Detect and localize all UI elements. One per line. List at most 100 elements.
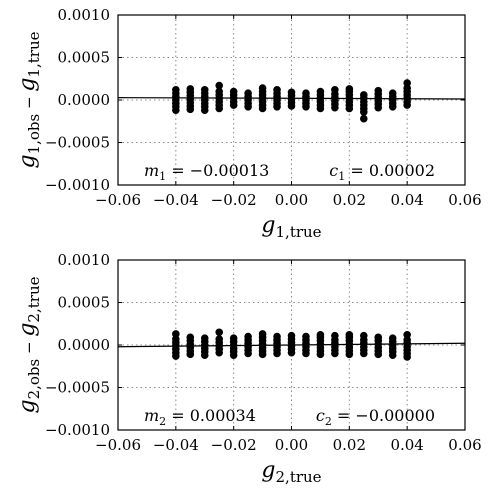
- x-tick-label: −0.06: [95, 436, 141, 454]
- x-axis-label: g1,true: [261, 213, 321, 241]
- data-point: [186, 333, 195, 342]
- x-axis-label-sub: 1,true: [276, 223, 322, 241]
- slope-symbol: m: [144, 406, 159, 425]
- data-point: [374, 86, 383, 95]
- y-tick-label: 0.0010: [58, 6, 111, 24]
- y-tick-label: 0.0000: [58, 91, 111, 109]
- y-axis-label-base2: g: [15, 323, 40, 337]
- y-axis-label-sub1: 1,obs: [25, 114, 43, 155]
- y-axis-label-minus: −: [20, 92, 38, 114]
- data-point: [200, 86, 209, 94]
- data-point: [273, 332, 281, 341]
- data-point: [200, 334, 209, 343]
- data-point: [215, 335, 224, 343]
- data-point: [388, 334, 397, 343]
- y-axis-label-minus: −: [20, 337, 38, 359]
- panel-top: −0.06 −0.04 −0.02 0.00 0.02 0.04 0.06−0.0010−0…: [15, 6, 482, 241]
- data-point: [331, 86, 339, 94]
- data-point: [359, 91, 368, 99]
- y-tick-label: −0.0010: [45, 421, 110, 439]
- slope-annotation: m2 = 0.00034: [144, 406, 256, 428]
- data-point: [287, 88, 296, 97]
- slope-annotation: m1 = −0.00013: [144, 161, 269, 183]
- data-point: [345, 85, 354, 93]
- data-point: [359, 331, 368, 340]
- data-point: [388, 89, 397, 97]
- slope-value: = 0.00034: [166, 406, 256, 425]
- x-axis-label-base: g: [261, 458, 275, 483]
- y-tick-label: −0.0005: [45, 134, 110, 152]
- y-tick-label: −0.0010: [45, 176, 110, 194]
- data-point: [215, 328, 224, 337]
- data-point: [172, 86, 180, 94]
- x-tick-label: 0.00: [275, 436, 308, 454]
- data-point: [359, 114, 368, 123]
- x-tick-label: 0.04: [390, 436, 423, 454]
- data-point: [403, 331, 411, 339]
- y-axis-label-base2: g: [15, 78, 40, 92]
- y-axis-label: g1,obs − g1,true: [15, 31, 43, 168]
- data-point: [172, 330, 180, 338]
- x-tick-label: 0.04: [390, 191, 423, 209]
- y-tick-label: −0.0005: [45, 379, 110, 397]
- y-axis-label-sub2: 2,true: [25, 276, 43, 322]
- data-point: [316, 331, 325, 339]
- data-point: [244, 89, 252, 97]
- intercept-subscript: 2: [325, 415, 332, 428]
- intercept-symbol: c: [316, 406, 325, 425]
- x-tick-label: 0.06: [448, 191, 481, 209]
- y-axis-label-base1: g: [15, 154, 40, 168]
- x-tick-label: 0.02: [333, 436, 366, 454]
- plot-frame: [117, 14, 466, 186]
- x-tick-label: 0.00: [275, 191, 308, 209]
- data-point: [273, 86, 281, 94]
- data-point: [186, 85, 195, 93]
- intercept-annotation: c1 = 0.00002: [329, 161, 435, 183]
- y-axis-label-sub1: 2,obs: [25, 359, 43, 400]
- x-axis-label-sub: 2,true: [276, 468, 322, 486]
- data-point: [229, 87, 238, 96]
- data-point: [316, 87, 325, 96]
- x-tick-label: −0.02: [211, 436, 257, 454]
- data-point: [345, 331, 354, 339]
- data-point: [302, 89, 310, 97]
- data-point: [258, 330, 267, 338]
- y-tick-label: 0.0005: [58, 294, 111, 312]
- data-point: [331, 331, 339, 340]
- data-point: [258, 84, 267, 92]
- data-point: [215, 81, 224, 90]
- y-tick-label: 0.0010: [58, 251, 111, 269]
- data-point: [374, 333, 383, 342]
- slope-subscript: 2: [159, 415, 166, 428]
- intercept-annotation: c2 = −0.00000: [316, 406, 435, 428]
- y-tick-label: 0.0000: [58, 336, 111, 354]
- data-point: [229, 334, 238, 343]
- panel-bottom: −0.06 −0.04 −0.02 0.00 0.02 0.04 0.06−0.0010−0…: [15, 251, 482, 486]
- slope-value: = −0.00013: [166, 161, 269, 180]
- y-axis-label-sub2: 1,true: [25, 31, 43, 77]
- y-axis-label-base1: g: [15, 399, 40, 413]
- x-tick-label: −0.06: [95, 191, 141, 209]
- x-axis-label-base: g: [261, 213, 275, 238]
- x-tick-label: 0.06: [448, 436, 481, 454]
- data-point: [287, 331, 296, 340]
- data-point: [403, 79, 411, 87]
- x-tick-label: −0.04: [153, 436, 199, 454]
- slope-symbol: m: [144, 161, 159, 180]
- x-tick-label: 0.02: [333, 191, 366, 209]
- data-point: [215, 87, 224, 96]
- y-axis-label: g2,obs − g2,true: [15, 276, 43, 413]
- data-point: [244, 332, 252, 341]
- x-tick-label: −0.02: [211, 191, 257, 209]
- data-point: [302, 332, 310, 341]
- x-tick-label: −0.04: [153, 191, 199, 209]
- intercept-symbol: c: [329, 161, 338, 180]
- intercept-value: = −0.00000: [332, 406, 435, 425]
- x-axis-label: g2,true: [261, 458, 321, 486]
- intercept-value: = 0.00002: [345, 161, 435, 180]
- y-tick-label: 0.0005: [58, 49, 111, 67]
- plot-frame: [117, 259, 466, 431]
- intercept-subscript: 1: [338, 170, 345, 183]
- slope-subscript: 1: [159, 170, 166, 183]
